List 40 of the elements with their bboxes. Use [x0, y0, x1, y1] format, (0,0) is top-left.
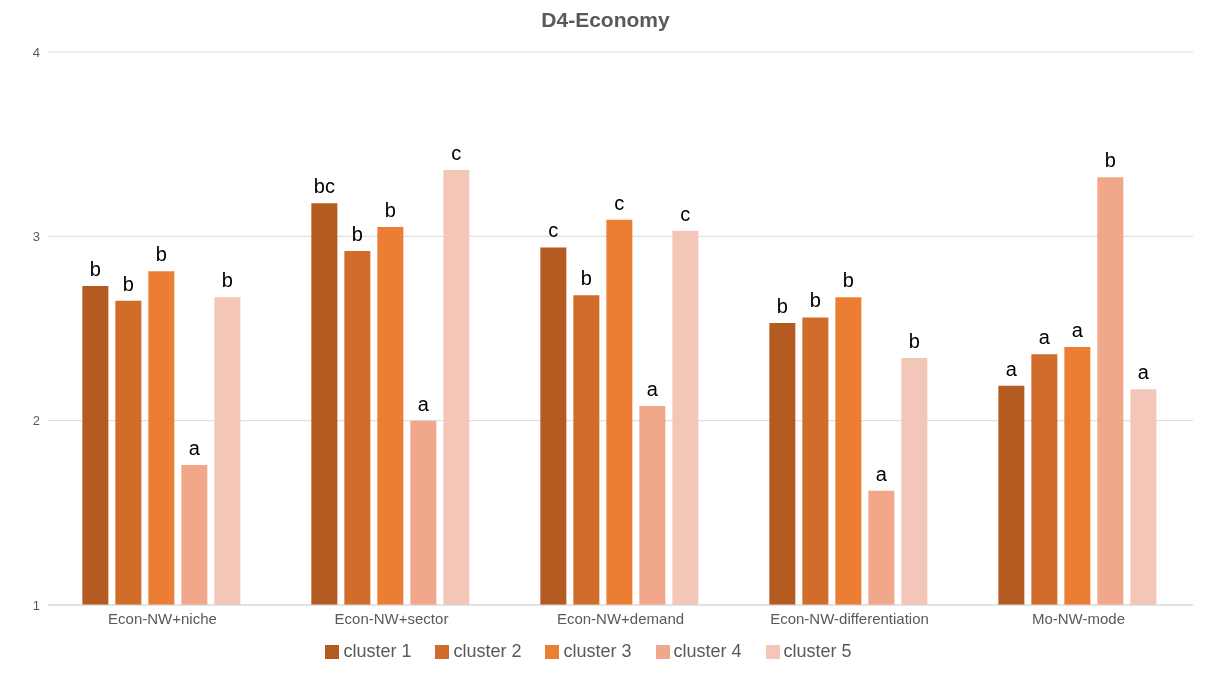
data-label: b: [809, 289, 821, 312]
data-label: a: [1038, 326, 1051, 349]
data-label: b: [384, 199, 396, 222]
data-label: a: [1071, 318, 1084, 341]
data-label: c: [548, 219, 559, 242]
data-label: a: [875, 462, 888, 485]
y-tick-label: 3: [32, 228, 40, 244]
data-label: c: [451, 141, 462, 164]
x-tick-label: Econ-NW-differentiation: [770, 609, 929, 627]
data-label: a: [646, 377, 659, 400]
legend-label: cluster 5: [783, 641, 852, 661]
legend-label: cluster 2: [453, 641, 522, 661]
data-label: b: [89, 258, 101, 281]
legend-label: cluster 4: [673, 641, 742, 661]
x-tick-label: Econ-NW+sector: [334, 609, 449, 627]
data-label: b: [842, 269, 854, 292]
data-label: a: [1137, 361, 1150, 384]
y-tick-label: 2: [32, 413, 40, 429]
legend-label: cluster 1: [343, 641, 412, 661]
data-label: a: [188, 436, 201, 459]
data-label: a: [1005, 357, 1018, 380]
x-tick-label: Econ-NW+demand: [556, 609, 685, 627]
legend-label: cluster 3: [563, 641, 632, 661]
y-tick-label: 1: [32, 597, 40, 613]
data-label: c: [614, 191, 625, 214]
data-label: b: [351, 223, 363, 246]
data-label: a: [417, 392, 430, 415]
chart-title: D4-Economy: [540, 8, 671, 32]
x-tick-label: Econ-NW+niche: [108, 609, 217, 627]
data-label: b: [122, 272, 134, 295]
data-label: b: [221, 269, 233, 292]
data-label: b: [580, 267, 592, 290]
data-label: b: [155, 243, 167, 266]
data-label: c: [680, 202, 691, 225]
data-label: bc: [313, 175, 335, 198]
data-label: b: [1104, 149, 1116, 172]
data-label: b: [908, 329, 920, 352]
y-tick-label: 4: [32, 44, 40, 60]
data-label: b: [776, 294, 788, 317]
x-tick-label: Mo-NW-mode: [1031, 609, 1126, 627]
